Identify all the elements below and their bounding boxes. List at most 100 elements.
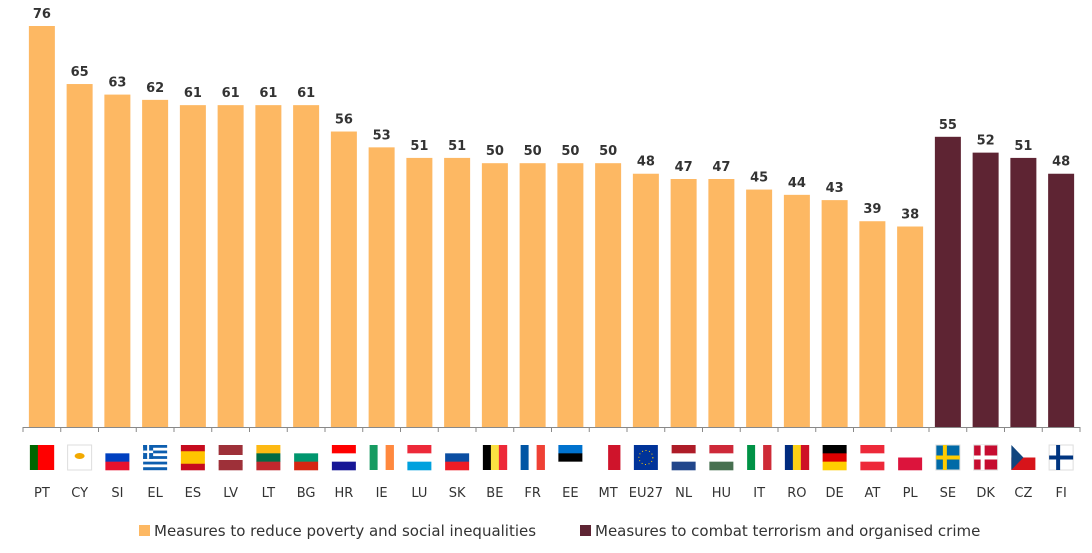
flag-es-icon — [180, 445, 205, 471]
value-label-mt: 50 — [599, 144, 617, 159]
legend-label-terrorism: Measures to combat terrorism and organis… — [595, 522, 980, 540]
flag-nl-icon — [671, 445, 696, 471]
value-label-it: 45 — [750, 171, 768, 186]
flag-pl-icon — [898, 445, 923, 471]
x-ticks — [22, 427, 1081, 432]
bar-sk — [444, 157, 471, 427]
value-label-lv: 61 — [222, 86, 240, 101]
flag-ro-icon — [784, 445, 810, 470]
bar-eu27 — [632, 173, 659, 427]
bar-bg — [293, 105, 320, 427]
category-labels: PT CY SI EL ES LV LT BG HR IE LU SK BE FR EE MT EU27 NL HU… — [34, 486, 1067, 501]
value-label-de: 43 — [826, 181, 844, 196]
value-label-ee: 50 — [561, 144, 579, 159]
bar-at — [859, 221, 886, 427]
flag-pt-icon — [29, 445, 55, 470]
category-label-eu27: EU27 — [629, 486, 663, 501]
value-label-ro: 44 — [788, 176, 806, 191]
flag-bg-icon — [294, 445, 319, 471]
bar-es — [179, 105, 206, 427]
flags — [29, 444, 1074, 471]
bars: 76 65 63 62 61 61 61 61 56 53 51 51 50 50 50 50 48 47 47 45… — [28, 7, 1075, 428]
flag-lv-icon — [218, 445, 243, 471]
value-label-cz: 51 — [1014, 139, 1032, 154]
category-label-ie: IE — [376, 486, 388, 501]
flag-be-icon — [482, 445, 508, 470]
value-label-dk: 52 — [977, 134, 995, 149]
category-label-fr: FR — [524, 486, 541, 501]
category-label-hu: HU — [712, 486, 731, 501]
bar-dk — [972, 152, 999, 427]
category-label-ro: RO — [787, 486, 806, 501]
category-label-bg: BG — [297, 486, 316, 501]
value-label-hu: 47 — [712, 160, 730, 175]
flag-hu-icon — [709, 445, 734, 471]
bar-lu — [406, 157, 433, 427]
flag-fi-icon — [1048, 444, 1074, 471]
bar-pl — [897, 226, 924, 427]
category-label-es: ES — [185, 486, 201, 501]
bar-lt — [255, 105, 282, 427]
value-label-eu27: 48 — [637, 155, 655, 170]
flag-lt-icon — [256, 445, 281, 471]
flag-se-icon — [935, 444, 961, 471]
bar-ie — [368, 147, 395, 427]
legend-swatch-terrorism — [580, 525, 591, 536]
bar-si — [104, 94, 131, 427]
category-label-se: SE — [940, 486, 956, 501]
bar-be — [481, 163, 508, 427]
category-label-nl: NL — [675, 486, 693, 501]
value-label-pl: 38 — [901, 208, 919, 223]
bar-ee — [557, 163, 584, 427]
flag-si-icon — [105, 445, 130, 471]
bar-mt — [595, 163, 622, 427]
bar-cy — [66, 84, 93, 427]
category-label-cy: CY — [71, 486, 88, 501]
bar-cz — [1010, 157, 1037, 427]
bar-nl — [670, 179, 697, 427]
bar-pt — [28, 26, 55, 427]
legend-swatch-poverty — [139, 525, 150, 536]
value-label-bg: 61 — [297, 86, 315, 101]
value-label-ie: 53 — [373, 128, 391, 143]
category-label-ee: EE — [562, 486, 578, 501]
category-label-de: DE — [826, 486, 844, 501]
category-label-lt: LT — [262, 486, 275, 501]
value-label-es: 61 — [184, 86, 202, 101]
value-label-hr: 56 — [335, 113, 353, 128]
value-label-lu: 51 — [410, 139, 428, 154]
category-label-dk: DK — [976, 486, 995, 501]
flag-hr-icon — [331, 445, 356, 471]
category-label-cz: CZ — [1014, 486, 1032, 501]
value-label-fr: 50 — [524, 144, 542, 159]
flag-lu-icon — [407, 445, 432, 471]
category-label-el: EL — [147, 486, 163, 501]
flag-de-icon — [822, 445, 847, 471]
flag-ee-icon — [558, 445, 583, 471]
value-label-be: 50 — [486, 144, 504, 159]
flag-it-icon — [747, 445, 772, 470]
bar-de — [821, 200, 848, 427]
value-label-nl: 47 — [675, 160, 693, 175]
value-label-lt: 61 — [259, 86, 277, 101]
category-label-pt: PT — [34, 486, 50, 501]
flag-cz-icon — [1011, 445, 1036, 470]
flag-cy-icon — [67, 444, 93, 471]
category-label-si: SI — [111, 486, 123, 501]
category-label-lv: LV — [223, 486, 238, 501]
value-label-se: 55 — [939, 118, 957, 133]
category-label-it: IT — [753, 486, 765, 501]
category-label-at: AT — [864, 486, 880, 501]
value-label-sk: 51 — [448, 139, 466, 154]
value-label-fi: 48 — [1052, 155, 1070, 170]
value-label-at: 39 — [863, 202, 881, 217]
bar-ro — [783, 194, 810, 427]
value-label-el: 62 — [146, 81, 164, 96]
flag-fr-icon — [520, 445, 545, 470]
bar-el — [142, 99, 169, 428]
flag-sk-icon — [445, 445, 470, 471]
flag-el-icon — [143, 445, 168, 471]
flag-mt-icon — [596, 445, 621, 470]
bar-hr — [330, 131, 357, 428]
